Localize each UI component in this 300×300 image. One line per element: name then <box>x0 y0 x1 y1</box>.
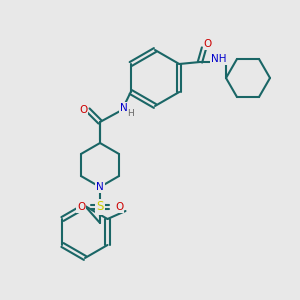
Text: O: O <box>77 202 85 212</box>
Text: NH: NH <box>211 54 227 64</box>
Text: H: H <box>128 109 134 118</box>
Text: S: S <box>96 200 104 214</box>
Text: N: N <box>96 182 104 192</box>
Text: O: O <box>204 39 212 49</box>
Text: O: O <box>115 202 123 212</box>
Text: O: O <box>79 105 87 115</box>
Text: N: N <box>120 103 128 113</box>
